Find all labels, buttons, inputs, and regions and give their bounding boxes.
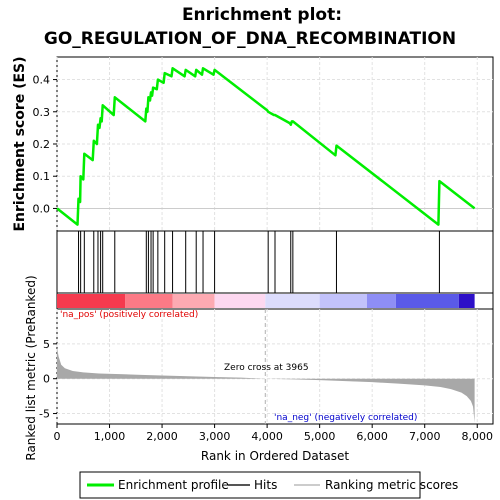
es-y-tick-label: 0.4 <box>33 74 51 87</box>
color-bar-segment <box>57 294 126 308</box>
legend-label-metric: Ranking metric scores <box>325 478 458 492</box>
x-tick-label: 3,000 <box>199 430 231 443</box>
x-tick-label: 6,000 <box>356 430 388 443</box>
color-bar-segment <box>172 294 215 308</box>
y-axis-label-es: Enrichment score (ES) <box>12 56 28 231</box>
color-bar <box>57 294 475 308</box>
metric-y-tick-label: -5 <box>39 408 50 421</box>
hit-lines <box>78 231 440 293</box>
metric-y-tick-label: 5 <box>43 338 50 351</box>
metric-y-tick-label: 0 <box>43 373 50 386</box>
es-line <box>56 67 476 226</box>
neg-annotation: 'na_neg' (negatively correlated) <box>274 413 417 423</box>
x-tick-label: 1,000 <box>94 430 126 443</box>
color-bar-segment <box>319 294 367 308</box>
color-bar-segment <box>265 294 320 308</box>
metric-area <box>57 309 475 424</box>
legend: Enrichment profile Hits Ranking metric s… <box>79 471 458 499</box>
pos-annotation: 'na_pos' (positively correlated) <box>60 310 198 320</box>
x-tick-label: 4,000 <box>251 430 283 443</box>
color-bar-segment <box>214 294 266 308</box>
x-tick-label: 7,000 <box>409 430 441 443</box>
metric-panel <box>56 308 494 425</box>
x-tick-label: 5,000 <box>304 430 336 443</box>
es-y-tick-label: 0.3 <box>33 106 51 119</box>
es-y-tick-label: 0.2 <box>33 138 51 151</box>
color-bar-segment <box>125 294 173 308</box>
color-bar-segment <box>366 294 396 308</box>
color-bar-segment <box>458 294 475 308</box>
es-curve <box>56 67 476 226</box>
x-axis-label: Rank in Ordered Dataset <box>201 449 349 463</box>
axes: 0.0 0.1 0.2 0.3 0.4 -5 0 5 0 1,000 2,000 3,000 4,000… <box>33 74 493 443</box>
color-bar-segment <box>395 294 459 308</box>
y-axis-label-metric: Ranked list metric (PreRanked) <box>24 275 38 460</box>
x-tick-label: 8,000 <box>461 430 493 443</box>
x-tick-label: 2,000 <box>146 430 178 443</box>
legend-label-hits: Hits <box>254 478 277 492</box>
es-y-tick-label: 0.1 <box>33 170 51 183</box>
zero-cross-annotation: Zero cross at 3965 <box>224 363 309 373</box>
chart-title-line-1: Enrichment plot: <box>182 5 342 25</box>
x-tick-label: 0 <box>54 430 61 443</box>
chart-title-line-2: GO_REGULATION_OF_DNA_RECOMBINATION <box>44 29 456 49</box>
legend-label-enrichment: Enrichment profile <box>118 478 229 492</box>
es-grid <box>56 57 493 231</box>
es-y-tick-label: 0.0 <box>33 202 51 215</box>
